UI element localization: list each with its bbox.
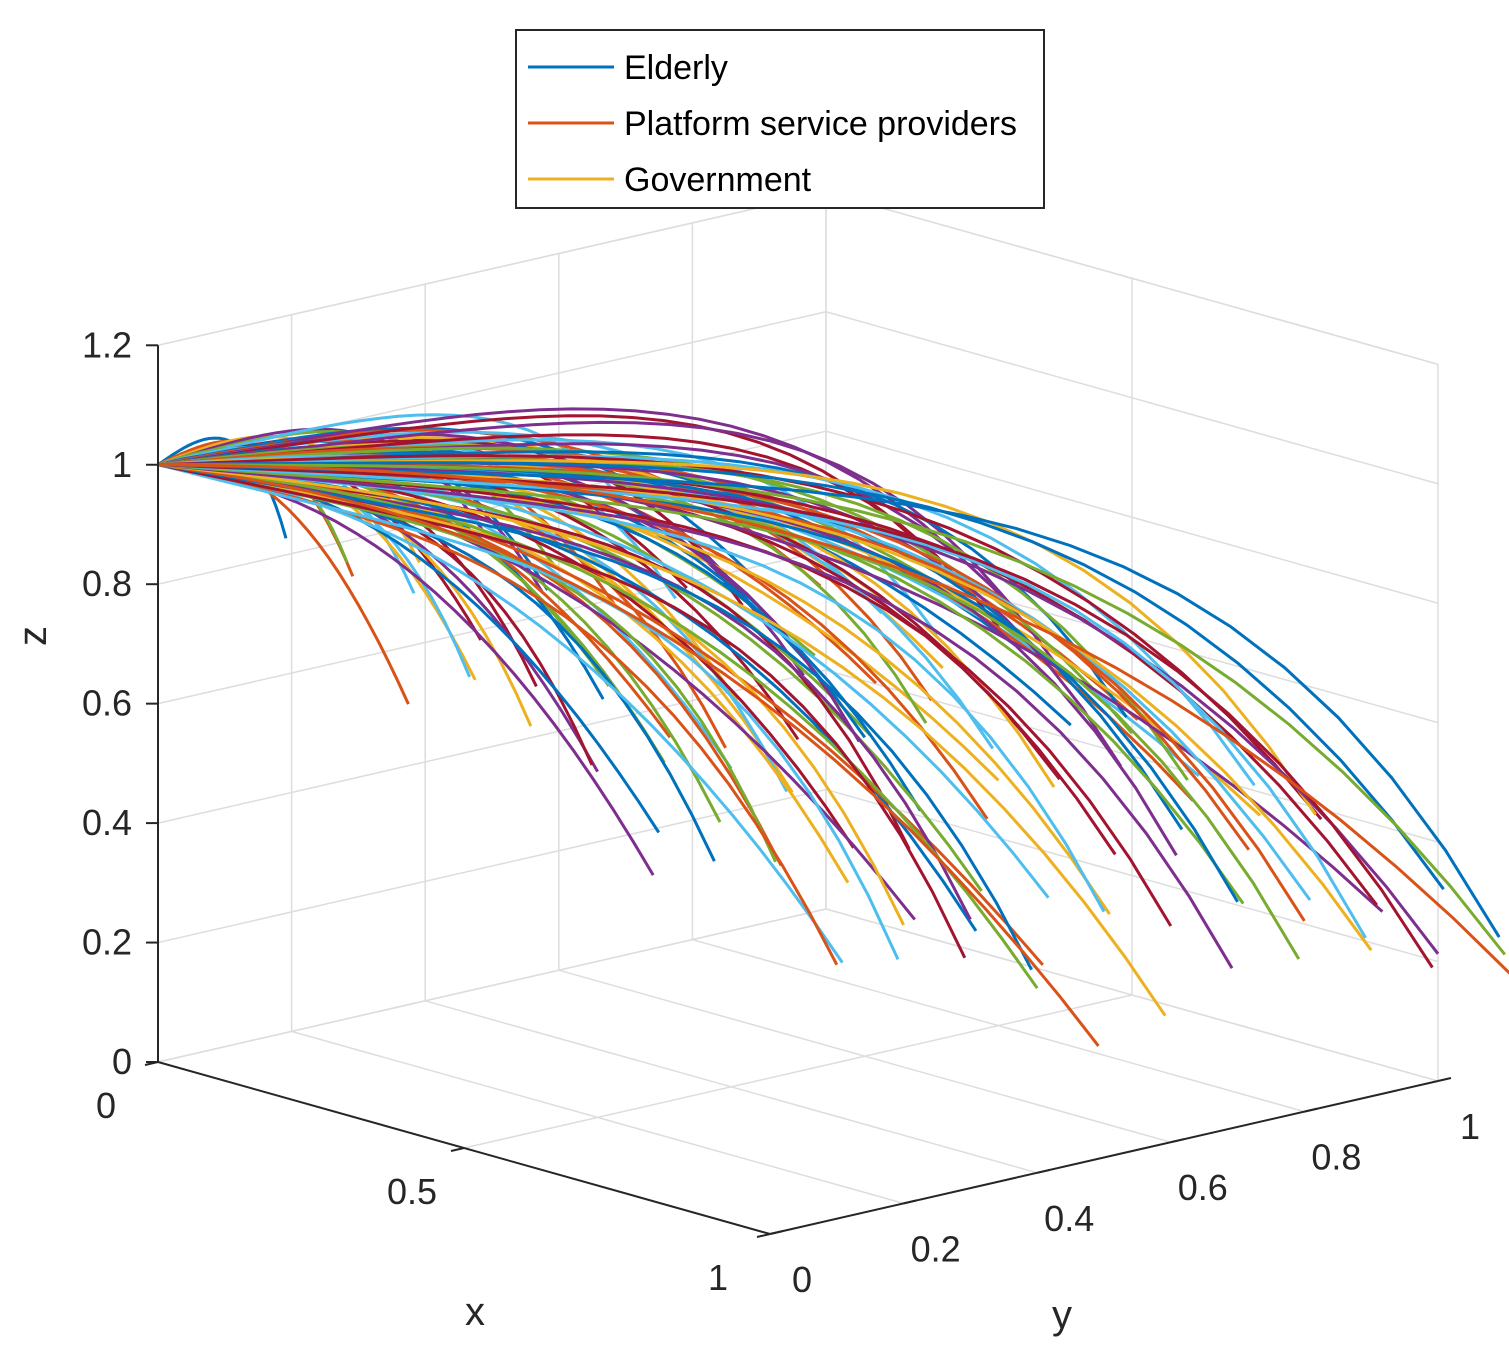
y-tick-label: 0.4 <box>1044 1198 1094 1239</box>
trajectory-line <box>157 463 1509 975</box>
y-tick <box>1437 1077 1452 1082</box>
trajectories <box>157 407 1509 1047</box>
x-tick-label: 1 <box>708 1257 728 1298</box>
x-tick <box>144 1061 159 1066</box>
trajectory-line <box>157 463 1434 969</box>
y-tick-label: 0 <box>792 1259 812 1300</box>
y-tick <box>1304 1107 1318 1113</box>
z-tick-label: 1 <box>112 444 132 485</box>
legend-label-government: Government <box>624 161 812 199</box>
x-axis-label: x <box>465 1290 485 1334</box>
grid-line-x <box>157 908 827 1063</box>
trajectory-line <box>157 420 1011 605</box>
grid-line-z <box>157 549 827 705</box>
box-edge <box>157 191 827 347</box>
y-tick <box>1170 1138 1185 1144</box>
y-tick-label: 0.6 <box>1178 1167 1228 1208</box>
y-tick-label: 1 <box>1460 1106 1480 1147</box>
z-tick-label: 0.4 <box>82 802 132 843</box>
trajectory-line <box>157 454 1323 821</box>
x-tick <box>450 1147 465 1152</box>
grid-line-z <box>157 788 827 944</box>
legend-label-elderly: Elderly <box>624 49 728 87</box>
trajectory-line <box>157 463 1234 969</box>
z-tick-label: 1.2 <box>82 324 132 365</box>
grid-lines <box>157 191 1439 1235</box>
trajectory-line <box>157 463 1367 939</box>
z-tick-label: 0.2 <box>82 922 132 963</box>
legend-label-platform: Platform service providers <box>624 105 1017 143</box>
z-tick-label: 0.8 <box>82 563 132 604</box>
trajectory-line <box>157 463 900 961</box>
y-tick-label: 0.8 <box>1311 1137 1361 1178</box>
x-tick <box>756 1233 771 1238</box>
y-tick <box>1036 1168 1051 1174</box>
y-tick <box>903 1199 917 1205</box>
z-tick-label: 0.6 <box>82 683 132 724</box>
trajectory-line <box>157 463 972 921</box>
box-edge <box>825 191 1439 366</box>
tick-labels: 0 0.2 0.4 0.6 0.8 1 1.2 0 0.5 1 0 0.2 0.4 0.6 0.8 1 <box>82 324 1480 1300</box>
y-tick <box>769 1230 784 1235</box>
axes <box>144 344 1452 1238</box>
trajectory-line <box>157 463 1301 960</box>
x-tick-label: 0 <box>96 1085 116 1126</box>
z-axis-label: z <box>11 626 55 646</box>
y-axis-label: y <box>1052 1293 1072 1337</box>
legend: Elderly Platform service providers Gover… <box>515 29 1045 209</box>
trajectory-line <box>157 463 1100 1047</box>
y-axis-line <box>769 1080 1439 1235</box>
z-tick-label: 0 <box>112 1041 132 1082</box>
trajectory-line <box>157 461 1445 891</box>
trajectory-line <box>157 463 1167 1017</box>
grid-line-x <box>463 994 1133 1149</box>
trajectory-line <box>157 463 967 959</box>
trajectory-line <box>157 463 1039 989</box>
trajectory-line <box>157 463 1506 956</box>
y-tick-label: 0.2 <box>911 1228 961 1269</box>
x-tick-label: 0.5 <box>387 1171 437 1212</box>
trajectory-line <box>157 414 950 576</box>
